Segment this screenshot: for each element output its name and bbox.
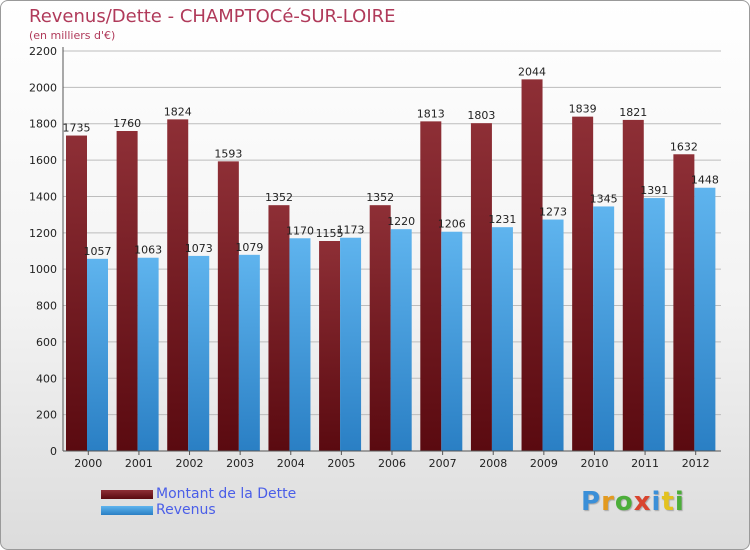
bar-revenue-2005 bbox=[340, 237, 362, 451]
data-label-debt-2008: 1803 bbox=[467, 109, 495, 122]
x-tick-label-2006: 2006 bbox=[378, 457, 406, 470]
data-label-debt-2012: 1632 bbox=[670, 140, 698, 153]
bar-debt-2011 bbox=[622, 119, 644, 451]
data-label-debt-2004: 1352 bbox=[265, 191, 293, 204]
bar-revenue-2012 bbox=[694, 187, 716, 451]
data-label-debt-2011: 1821 bbox=[619, 106, 647, 119]
bar-revenue-2009 bbox=[542, 219, 564, 451]
x-tick-label-2007: 2007 bbox=[429, 457, 457, 470]
bar-revenue-2006 bbox=[390, 229, 412, 451]
logo-letter: r bbox=[601, 487, 615, 517]
bar-revenue-2008 bbox=[491, 227, 513, 451]
chart-title: Revenus/Dette - CHAMPTOCé-SUR-LOIRE bbox=[29, 6, 396, 27]
x-tick-label-2010: 2010 bbox=[580, 457, 608, 470]
y-tick-label: 1800 bbox=[29, 118, 57, 131]
y-tick-label: 200 bbox=[36, 409, 57, 422]
bar-revenue-2011 bbox=[643, 198, 665, 451]
data-label-debt-2000: 1735 bbox=[63, 122, 91, 135]
data-label-debt-2009: 2044 bbox=[518, 65, 546, 78]
data-label-revenue-2005: 1173 bbox=[337, 224, 365, 237]
y-tick-label: 1000 bbox=[29, 263, 57, 276]
x-tick-label-2002: 2002 bbox=[176, 457, 204, 470]
bar-debt-2009 bbox=[521, 79, 543, 451]
x-tick-label-2011: 2011 bbox=[631, 457, 659, 470]
x-tick-label-2000: 2000 bbox=[74, 457, 102, 470]
x-tick-label-2001: 2001 bbox=[125, 457, 153, 470]
y-tick-label: 1600 bbox=[29, 154, 57, 167]
bar-debt-2002 bbox=[167, 119, 189, 451]
bar-debt-2010 bbox=[572, 116, 594, 452]
x-tick-label-2009: 2009 bbox=[530, 457, 558, 470]
axes: 0 200 400 600 800 1000 1200 1400 1600 1800 2000 220… bbox=[29, 45, 721, 470]
x-tick-label-2004: 2004 bbox=[277, 457, 305, 470]
logo-letter: P bbox=[581, 487, 602, 517]
data-label-revenue-2010: 1345 bbox=[590, 192, 618, 205]
y-tick-label: 1200 bbox=[29, 227, 57, 240]
bar-revenue-2007 bbox=[441, 231, 463, 451]
data-label-revenue-2000: 1057 bbox=[84, 245, 112, 258]
y-tick-label: 2200 bbox=[29, 45, 57, 58]
x-tick-label-2008: 2008 bbox=[479, 457, 507, 470]
bar-debt-2008 bbox=[470, 123, 492, 451]
data-label-revenue-2006: 1220 bbox=[387, 215, 415, 228]
data-label-debt-2006: 1352 bbox=[366, 191, 394, 204]
x-tick-label-2003: 2003 bbox=[226, 457, 254, 470]
data-label-revenue-2003: 1079 bbox=[235, 241, 263, 254]
bar-debt-2003 bbox=[217, 161, 239, 451]
data-labels: 1735 1057 1760 1063 1824 1073 1593 1079 1352 1170… bbox=[63, 65, 719, 257]
y-tick-label: 2000 bbox=[29, 81, 57, 94]
bar-debt-2006 bbox=[369, 205, 391, 451]
logo-letter: o bbox=[614, 487, 634, 517]
x-tick-label-2005: 2005 bbox=[327, 457, 355, 470]
data-label-revenue-2009: 1273 bbox=[539, 206, 567, 219]
data-label-debt-2001: 1760 bbox=[113, 117, 141, 130]
x-tick-label-2012: 2012 bbox=[682, 457, 710, 470]
legend-swatch-revenue bbox=[101, 506, 153, 515]
legend-label-revenue: Revenus bbox=[156, 502, 216, 518]
y-tick-label: 0 bbox=[50, 445, 57, 458]
proxiti-logo: Proxiti bbox=[581, 487, 685, 517]
logo-letter: i bbox=[651, 487, 662, 517]
bar-revenue-2004 bbox=[289, 238, 311, 451]
logo-letter: x bbox=[633, 487, 652, 517]
data-label-revenue-2008: 1231 bbox=[488, 213, 516, 226]
bar-debt-2012 bbox=[673, 154, 695, 452]
y-tick-label: 400 bbox=[36, 372, 57, 385]
bars bbox=[66, 79, 716, 452]
chart-subtitle: (en milliers d'€) bbox=[29, 29, 116, 42]
data-label-debt-2007: 1813 bbox=[417, 107, 445, 120]
bar-debt-2001 bbox=[116, 131, 138, 451]
data-label-debt-2005: 1155 bbox=[316, 227, 344, 240]
bar-revenue-2002 bbox=[188, 255, 210, 451]
data-label-revenue-2004: 1170 bbox=[286, 224, 314, 237]
data-label-revenue-2001: 1063 bbox=[134, 244, 162, 257]
data-label-debt-2010: 1839 bbox=[569, 103, 597, 116]
data-label-debt-2002: 1824 bbox=[164, 105, 192, 118]
logo-letter: i bbox=[674, 487, 685, 517]
y-tick-label: 1400 bbox=[29, 190, 57, 203]
legend-label-debt: Montant de la Dette bbox=[156, 486, 297, 502]
data-label-revenue-2012: 1448 bbox=[691, 174, 719, 187]
bar-debt-2000 bbox=[66, 135, 87, 451]
bar-revenue-2001 bbox=[137, 257, 159, 451]
logo-letter: t bbox=[661, 487, 675, 517]
bar-revenue-2003 bbox=[238, 254, 260, 451]
y-tick-label: 800 bbox=[36, 300, 57, 313]
data-label-revenue-2011: 1391 bbox=[640, 184, 668, 197]
bar-revenue-2000 bbox=[87, 258, 108, 451]
data-label-revenue-2007: 1206 bbox=[438, 218, 466, 231]
bar-debt-2007 bbox=[420, 121, 442, 451]
legend-swatch-debt bbox=[101, 490, 153, 499]
data-label-revenue-2002: 1073 bbox=[185, 242, 213, 255]
y-tick-label: 600 bbox=[36, 336, 57, 349]
bar-debt-2005 bbox=[319, 241, 341, 451]
data-label-debt-2003: 1593 bbox=[214, 147, 242, 160]
bar-debt-2004 bbox=[268, 205, 290, 451]
bar-revenue-2010 bbox=[593, 206, 615, 451]
